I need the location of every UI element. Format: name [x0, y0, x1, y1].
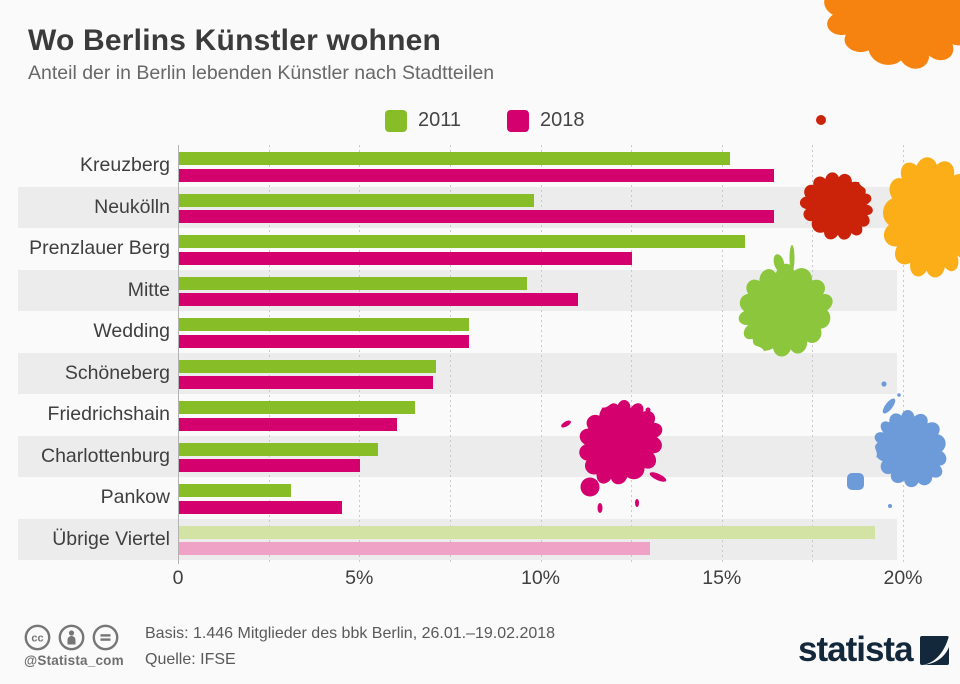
no-derivatives-equals-icon [92, 624, 119, 651]
bar-2011 [179, 276, 527, 290]
bar-2018 [179, 500, 343, 514]
source-note: Quelle: IFSE [145, 651, 236, 668]
orange-splat-icon [812, 0, 960, 85]
chart-legend: 2011 2018 [385, 109, 585, 132]
bar-2011 [179, 152, 730, 165]
bar-2018 [179, 376, 433, 389]
bar-2018 [179, 210, 774, 223]
bar-2018 [179, 334, 469, 348]
statista-wordmark: statista [798, 630, 914, 669]
y-axis-line [178, 145, 179, 564]
bar-2011 [179, 318, 469, 331]
category-label: Pankow [100, 486, 170, 508]
bar-2018 [179, 459, 361, 472]
gridline [268, 145, 270, 564]
legend-item: 2018 [507, 109, 585, 132]
bar-2011 [179, 193, 535, 207]
bar-2011 [179, 484, 292, 497]
category-label: Schöneberg [64, 361, 170, 384]
x-axis-tick-label: 10% [520, 567, 561, 589]
gridline [903, 145, 904, 564]
legend-swatch [507, 109, 530, 132]
category-label: Übrige Viertel [52, 527, 170, 550]
basis-note: Basis: 1.446 Mitglieder des bbk Berlin, … [145, 625, 556, 642]
red-drop-icon [816, 115, 826, 125]
cc-icon: cc [24, 624, 51, 651]
category-label: Neukölln [94, 195, 170, 218]
bar-2011 [179, 525, 875, 539]
category-label: Kreuzberg [80, 154, 170, 176]
svg-text:cc: cc [31, 633, 43, 645]
bar-2018 [179, 417, 397, 431]
bar-2018 [179, 251, 633, 265]
category-label: Charlottenburg [41, 444, 170, 467]
bar-2011 [179, 442, 379, 456]
bar-2011 [179, 401, 415, 414]
gridline [540, 145, 542, 564]
category-label: Mitte [127, 278, 170, 301]
gridline [721, 145, 723, 564]
gridline [812, 145, 814, 564]
x-axis-tick-label: 0 [172, 567, 184, 589]
category-label: Friedrichshain [47, 403, 170, 425]
bar-2011 [179, 235, 745, 248]
category-label: Wedding [93, 320, 170, 342]
page-subtitle: Anteil der in Berlin lebenden Künstler n… [28, 62, 495, 84]
legend-item: 2011 [385, 109, 461, 132]
attribution-person-icon [58, 624, 85, 651]
statista-handle: @Statista_com [24, 653, 124, 668]
bar-2018 [179, 542, 651, 555]
cc-license-block: cc @Statista_com [24, 624, 124, 668]
bar-2011 [179, 359, 437, 373]
row-band [18, 435, 897, 477]
category-label: Prenzlauer Berg [29, 237, 170, 259]
x-axis-tick-label: 15% [702, 567, 742, 589]
legend-swatch [385, 109, 407, 132]
gridline [631, 145, 633, 564]
gridline [449, 145, 451, 564]
legend-label: 2011 [418, 109, 462, 131]
footer-notes: Basis: 1.446 Mitglieder des bbk Berlin, … [145, 621, 555, 673]
statista-logo: statista [798, 630, 949, 669]
x-axis-tick-label: 20% [883, 567, 923, 589]
page-title: Wo Berlins Künstler wohnen [28, 24, 442, 57]
gridline [359, 145, 361, 564]
legend-label: 2018 [540, 109, 585, 131]
x-axis-tick-label: 5% [345, 567, 374, 589]
bar-2018 [179, 293, 578, 306]
bar-2018 [179, 168, 774, 182]
bar-chart: Kreuzberg Neukölln Prenzlauer Berg Mitte Wed… [0, 145, 960, 589]
statista-logo-mark-icon [919, 636, 949, 665]
